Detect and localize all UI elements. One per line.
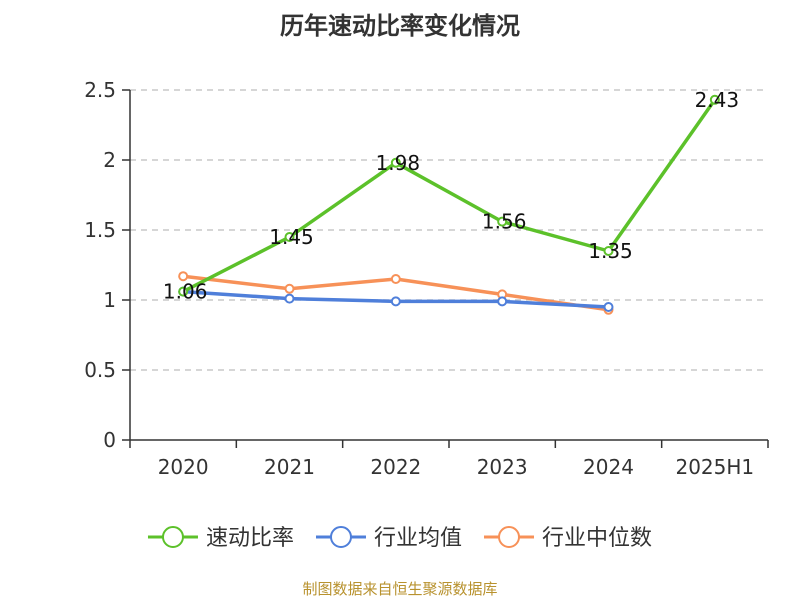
data-label-1: 1.45 <box>269 225 314 249</box>
data-label-4: 1.35 <box>588 239 633 263</box>
y-tick-label-0: 0 <box>103 428 116 452</box>
series-0-point-0 <box>178 286 189 297</box>
series-line-0 <box>181 98 717 294</box>
y-tick-label-1: 0.5 <box>84 358 116 382</box>
grid-layer <box>130 89 768 371</box>
series-1-point-3 <box>497 296 508 307</box>
data-label-layer: 1.06 1.45 1.98 1.56 1.35 2.43 <box>163 88 739 304</box>
x-tick-label-4: 2024 <box>583 455 634 479</box>
series-0-point-2 <box>390 157 401 168</box>
legend-marker-1 <box>329 526 352 548</box>
y-tick-label-5: 2.5 <box>84 78 116 102</box>
series-2-point-0 <box>178 271 189 282</box>
data-label-0: 1.06 <box>163 280 208 304</box>
legend-marker-2 <box>498 526 521 548</box>
y-tick-label-3: 1.5 <box>84 218 116 242</box>
data-label-3: 1.56 <box>482 210 527 234</box>
chart-title: 历年速动比率变化情况 <box>280 12 520 40</box>
x-tick-label-1: 2021 <box>264 455 315 479</box>
footer-source: 制图数据来自恒生聚源数据库 <box>302 580 498 598</box>
series-2-point-1 <box>284 283 295 294</box>
series-2-point-2 <box>390 274 401 284</box>
axis-layer: 0 0.5 1 1.5 2 2.5 2020 2021 2022 2023 2024 2025H1 <box>84 78 769 479</box>
legend-marker-0 <box>161 526 184 548</box>
x-tick-label-3: 2023 <box>477 455 528 479</box>
legend-label-0: 速动比率 <box>206 526 294 551</box>
y-tick-label-2: 1 <box>103 288 116 312</box>
data-label-2: 1.98 <box>376 151 421 175</box>
series-1-point-4 <box>603 302 614 312</box>
x-tick-label-0: 2020 <box>158 455 209 479</box>
x-tick-label-2: 2022 <box>370 455 421 479</box>
x-tick-label-5: 2025H1 <box>675 455 754 479</box>
legend-label-2: 行业中位数 <box>542 526 652 551</box>
series-0-point-1 <box>284 232 295 242</box>
series-1-point-2 <box>390 296 401 307</box>
series-0-point-4 <box>603 246 614 256</box>
series-0-point-5 <box>709 94 720 105</box>
y-tick-label-4: 2 <box>103 148 116 172</box>
series-0-point-3 <box>497 216 508 227</box>
legend-label-1: 行业均值 <box>374 526 462 551</box>
legend: 速动比率 行业均值 行业中位数 <box>147 526 652 551</box>
data-label-5: 2.43 <box>695 88 740 112</box>
series-layer <box>178 94 720 315</box>
series-1-point-1 <box>284 293 295 304</box>
